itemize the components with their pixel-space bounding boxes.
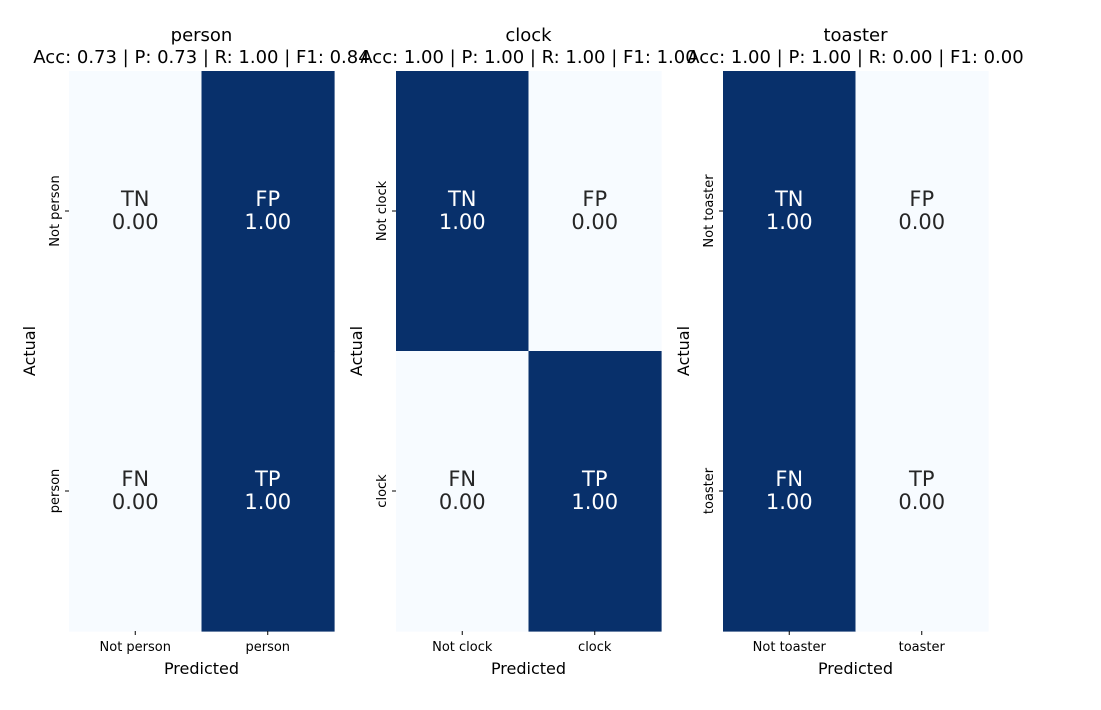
cell-value: 0.00 (571, 210, 618, 234)
chart-title: clock (505, 25, 552, 46)
x-tick-label: person (245, 640, 290, 655)
y-axis-label: Actual (20, 326, 39, 376)
heatmap-cell (855, 351, 989, 632)
cell-label: FN (775, 467, 803, 491)
cell-label: FN (121, 467, 149, 491)
heatmap-cell (528, 71, 662, 352)
cell-value: 1.00 (766, 210, 813, 234)
heatmap-cell (528, 351, 662, 632)
x-tick-label: toaster (899, 640, 946, 655)
cell-value: 0.00 (898, 490, 945, 514)
chart-metrics-subtitle: Acc: 0.73 | P: 0.73 | R: 1.00 | F1: 0.84 (33, 47, 369, 68)
chart-metrics-subtitle: Acc: 1.00 | P: 1.00 | R: 1.00 | F1: 1.00 (360, 47, 696, 68)
chart-metrics-subtitle: Acc: 1.00 | P: 1.00 | R: 0.00 | F1: 0.00 (687, 47, 1023, 68)
heatmap-cell (201, 71, 335, 352)
x-tick-label: Not clock (432, 640, 493, 655)
cell-label: FN (448, 467, 476, 491)
cell-label: TP (254, 467, 281, 491)
cell-value: 1.00 (766, 490, 813, 514)
cell-label: TN (447, 187, 477, 211)
cell-label: TP (908, 467, 935, 491)
y-axis-label: Actual (674, 326, 693, 376)
cell-label: TP (581, 467, 608, 491)
cell-value: 0.00 (898, 210, 945, 234)
y-tick-label: clock (375, 474, 390, 508)
cell-value: 1.00 (244, 210, 291, 234)
y-tick-label: Not person (48, 175, 63, 246)
heatmap-cell (396, 351, 530, 632)
x-tick-label: Not person (100, 640, 171, 655)
cell-value: 1.00 (439, 210, 486, 234)
cell-value: 0.00 (112, 210, 159, 234)
cell-label: TN (774, 187, 804, 211)
cell-value: 0.00 (112, 490, 159, 514)
heatmap-cell (396, 71, 530, 352)
x-tick-label: clock (578, 640, 612, 655)
cell-label: FP (582, 187, 607, 211)
x-axis-label: Predicted (818, 659, 893, 678)
y-tick-label: Not clock (375, 180, 390, 241)
x-axis-label: Predicted (491, 659, 566, 678)
x-tick-label: Not toaster (753, 640, 827, 655)
heatmap-cell (69, 71, 203, 352)
cell-label: FP (909, 187, 934, 211)
cell-label: TN (120, 187, 150, 211)
heatmap-cell (855, 71, 989, 352)
y-tick-label: Not toaster (702, 174, 717, 248)
chart-title: person (171, 25, 233, 46)
cell-label: FP (255, 187, 280, 211)
y-tick-label: person (48, 469, 63, 514)
y-tick-label: toaster (702, 467, 717, 514)
heatmap-cell (723, 351, 857, 632)
cell-value: 1.00 (244, 490, 291, 514)
cell-value: 0.00 (439, 490, 486, 514)
x-axis-label: Predicted (164, 659, 239, 678)
heatmap-cell (723, 71, 857, 352)
chart-title: toaster (823, 25, 888, 46)
heatmap-cell (201, 351, 335, 632)
cell-value: 1.00 (571, 490, 618, 514)
y-axis-label: Actual (347, 326, 366, 376)
heatmap-cell (69, 351, 203, 632)
